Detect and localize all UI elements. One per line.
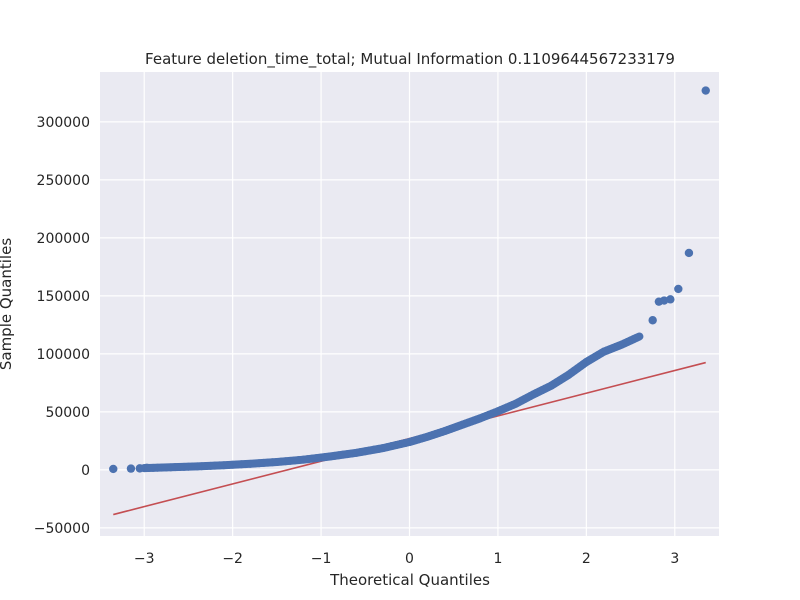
x-tick-label: −1: [311, 551, 332, 567]
sample-points: [109, 86, 710, 474]
x-tick-label: 1: [493, 551, 502, 567]
y-tick-label: −50000: [34, 521, 90, 537]
y-tick-label: 100000: [37, 347, 90, 363]
sample-point: [109, 464, 118, 474]
x-tick-label: 0: [405, 551, 414, 567]
sample-point: [684, 248, 694, 258]
sample-point: [632, 333, 641, 342]
y-tick-labels: −50000 0 50000 100000 150000 200000 250000 3000…: [34, 115, 90, 537]
y-tick-label: 200000: [37, 231, 90, 247]
x-tick-label: 3: [670, 551, 679, 567]
sample-point: [701, 86, 710, 95]
sample-point: [126, 464, 136, 473]
y-tick-label: 150000: [37, 289, 90, 305]
x-tick-label: −3: [134, 551, 155, 567]
y-axis-label: Sample Quantiles: [0, 238, 15, 370]
x-tick-label: 2: [582, 551, 591, 567]
x-axis-label: Theoretical Quantiles: [329, 571, 490, 589]
sample-point: [674, 284, 683, 294]
y-tick-label: 250000: [37, 173, 90, 189]
sample-point: [666, 295, 675, 304]
y-tick-label: 50000: [45, 405, 90, 421]
y-tick-label: 300000: [37, 115, 90, 131]
sample-point: [135, 464, 144, 473]
x-tick-labels: −3 −2 −1 0 1 2 3: [134, 551, 679, 567]
sample-point: [648, 316, 657, 325]
chart-title: Feature deletion_time_total; Mutual Info…: [145, 50, 675, 69]
x-tick-label: −2: [222, 551, 243, 567]
sample-point: [142, 463, 152, 472]
y-tick-label: 0: [81, 463, 90, 479]
